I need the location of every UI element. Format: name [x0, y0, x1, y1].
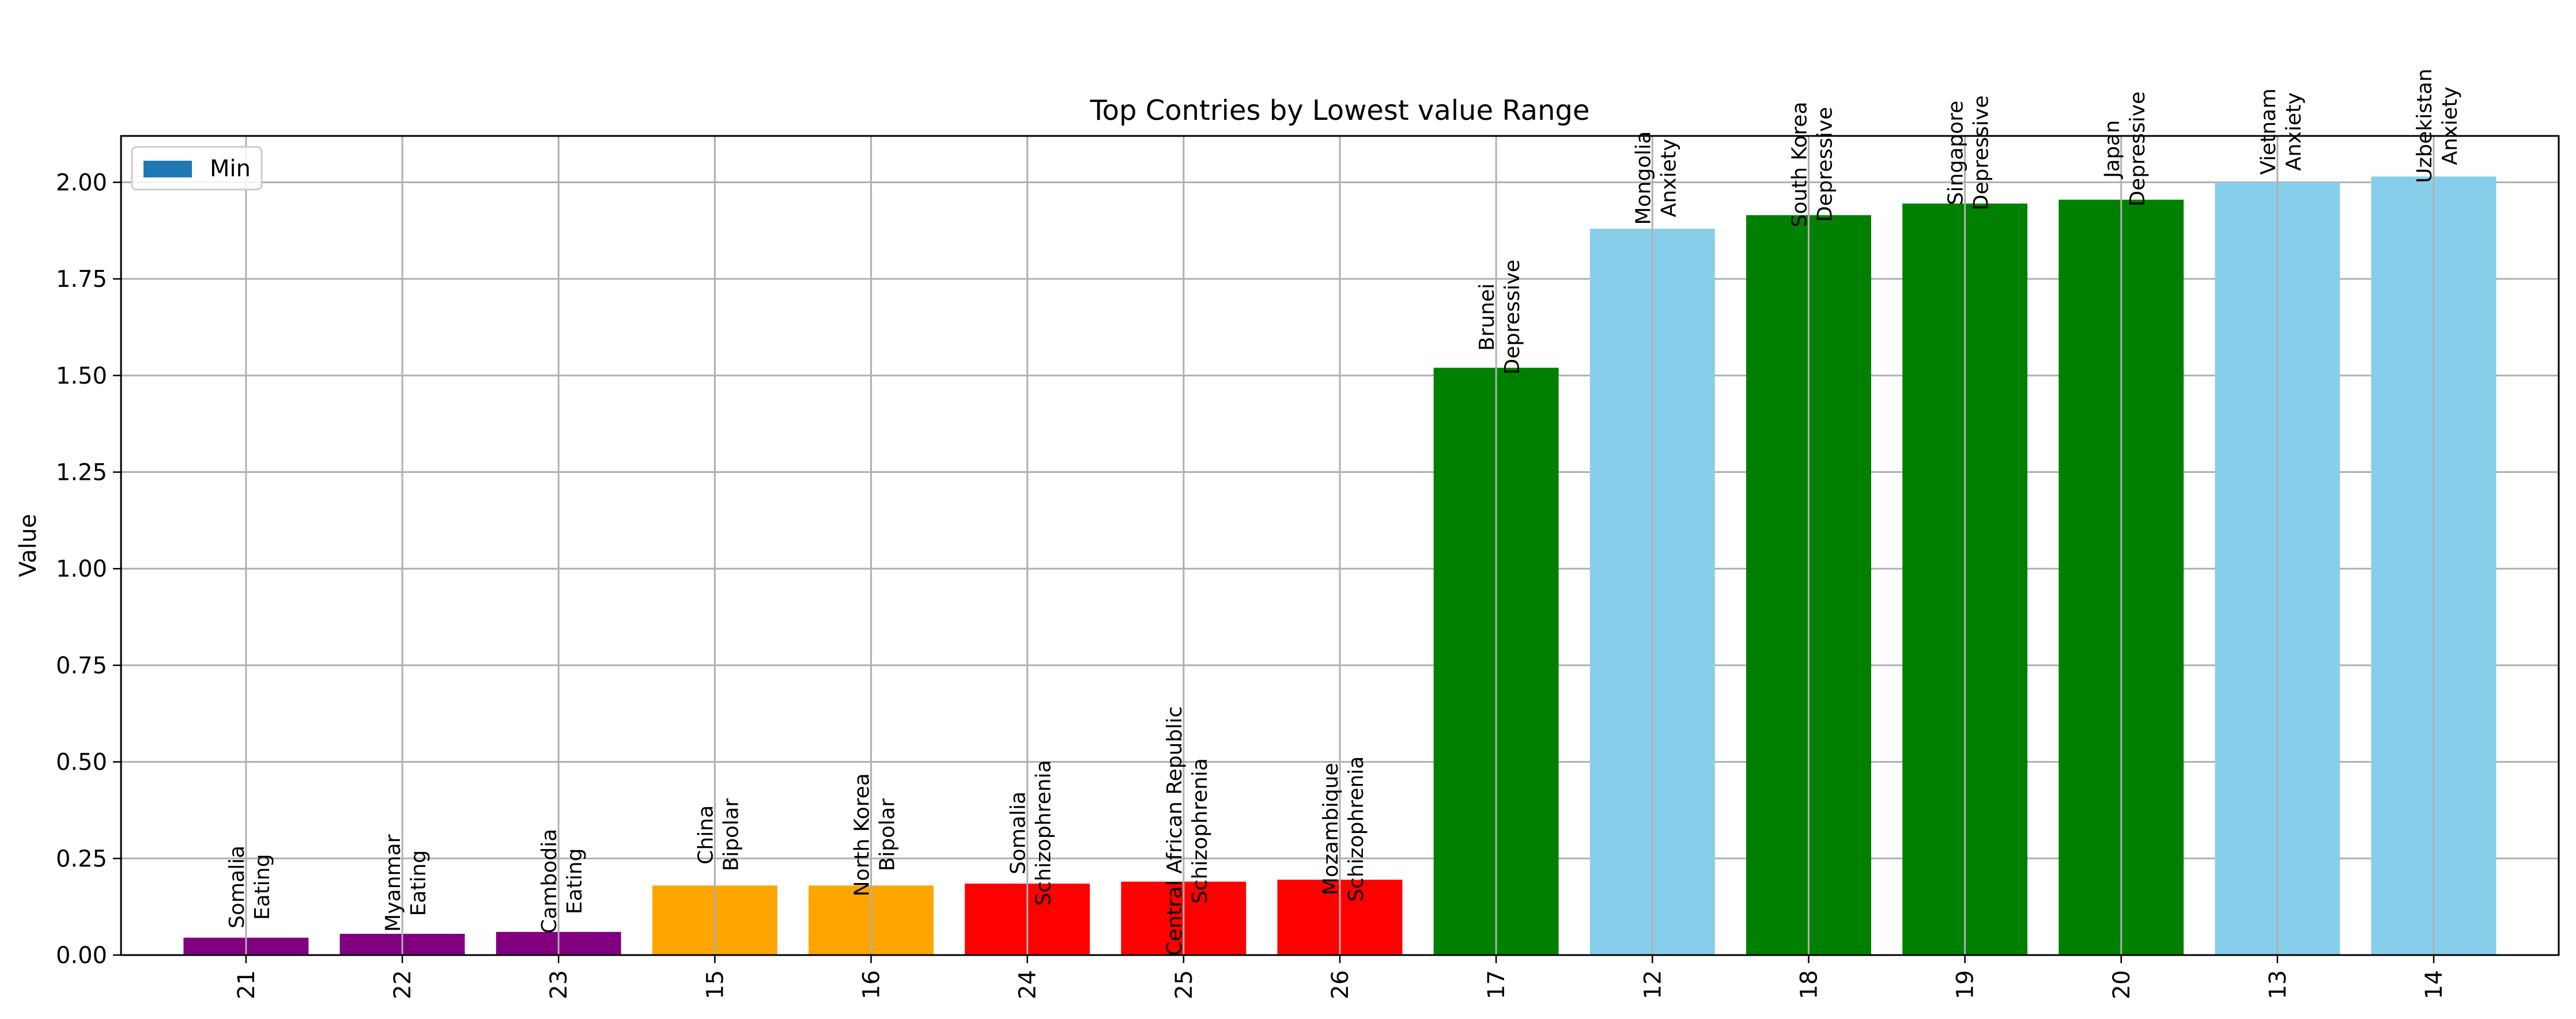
bar-annotation-disorder: Bipolar — [876, 798, 900, 872]
bar-annotation-country: Vietnam — [2257, 88, 2280, 175]
bar-annotation-country: Uzbekistan — [2413, 69, 2437, 183]
x-tick-label: 18 — [1796, 970, 1822, 999]
x-axis-ticks: 21 22 23 15 16 24 25 26 17 12 18 19 20 13 14 — [233, 955, 2447, 999]
chart-title: Top Contries by Lowest value Range — [1089, 94, 1589, 127]
x-tick-label: 12 — [1640, 970, 1666, 999]
y-tick-label: 0.75 — [56, 653, 107, 679]
x-tick-label: 15 — [702, 970, 728, 999]
y-tick-label: 0.25 — [56, 846, 107, 872]
bar-annotation-country: Mongolia — [1631, 131, 1655, 225]
bar-annotation-country: South Korea — [1788, 101, 1811, 227]
y-axis-label: Value — [15, 514, 41, 577]
y-tick-label: 1.00 — [56, 556, 107, 582]
bar-annotation-disorder: Eating — [251, 854, 274, 920]
bar-annotation-disorder: Bipolar — [719, 798, 743, 872]
bar-annotation-disorder: Anxiety — [1657, 139, 1680, 217]
bar-annotation-country: Singapore — [1944, 101, 1968, 206]
x-tick-label: 24 — [1015, 970, 1041, 999]
bar-annotation-country: Japan — [2101, 120, 2124, 179]
bar-annotation-country: Somalia — [225, 846, 249, 929]
vertical-grid-layer — [245, 136, 2435, 955]
legend-box — [131, 146, 263, 191]
x-tick-label: 14 — [2421, 970, 2447, 999]
y-tick-label: 0.00 — [56, 942, 107, 969]
bar-annotation-disorder: Depressive — [1813, 107, 1837, 222]
legend-label: Min — [210, 156, 251, 182]
x-tick-label: 16 — [859, 970, 885, 999]
legend: Min — [131, 146, 263, 191]
y-tick-label: 1.25 — [56, 460, 107, 486]
bar-annotation-disorder: Depressive — [1970, 95, 1993, 210]
bar-annotation-country: Myanmar — [382, 834, 405, 931]
y-tick-label: 1.75 — [56, 266, 107, 293]
x-tick-label: 26 — [1327, 970, 1354, 999]
bar-annotation-disorder: Schizophrenia — [1188, 758, 1212, 904]
x-tick-label: 13 — [2265, 970, 2291, 999]
bar-annotation-country: Somalia — [1007, 791, 1030, 874]
bar-annotations: Somalia Eating Myanmar Eating Cambodia Eating… — [225, 69, 2462, 956]
bar-annotation-disorder: Depressive — [2126, 92, 2150, 207]
bar-annotation-disorder: Depressive — [1501, 260, 1524, 375]
legend-swatch — [143, 161, 192, 177]
x-tick-label: 22 — [390, 970, 416, 999]
bar-annotation-disorder: Schizophrenia — [1032, 760, 1056, 906]
bar-annotation-country: Central African Republic — [1163, 706, 1187, 956]
y-tick-label: 0.50 — [56, 749, 107, 776]
x-tick-label: 21 — [233, 970, 260, 999]
x-tick-label: 23 — [546, 970, 572, 999]
y-tick-label: 2.00 — [56, 169, 107, 196]
bar-annotation-country: North Korea — [851, 773, 874, 896]
bar-annotation-country: Brunei — [1475, 283, 1499, 351]
bar-annotation-disorder: Schizophrenia — [1344, 756, 1368, 902]
y-tick-label: 1.50 — [56, 363, 107, 389]
x-tick-label: 20 — [2109, 970, 2135, 999]
bar-annotation-disorder: Anxiety — [2438, 86, 2462, 165]
x-tick-label: 25 — [1171, 970, 1198, 999]
bar-annotation-disorder: Anxiety — [2282, 92, 2306, 171]
x-tick-label: 19 — [1952, 970, 1979, 999]
x-tick-label: 17 — [1483, 970, 1510, 999]
bar-annotation-disorder: Eating — [563, 848, 587, 914]
bar-annotation-country: China — [694, 805, 717, 865]
bar-annotation-country: Mozambique — [1319, 763, 1343, 895]
bar-annotation-country: Cambodia — [538, 829, 561, 934]
bar-annotation-disorder: Eating — [407, 850, 430, 916]
y-axis-ticks: 0.00 0.25 0.50 0.75 1.00 1.25 1.50 1.75 2.00 — [56, 169, 121, 969]
